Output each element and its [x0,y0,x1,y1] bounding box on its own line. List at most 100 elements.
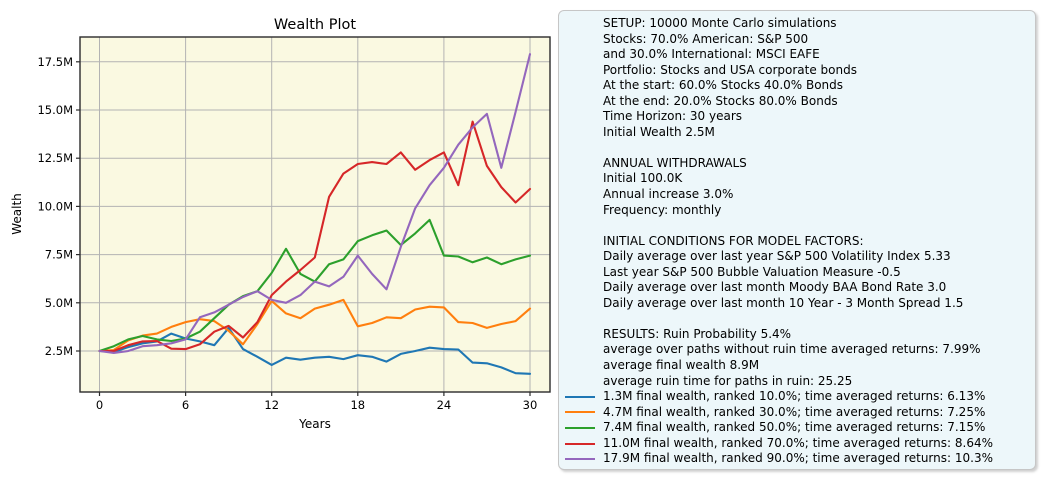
legend-handle-spacer [565,380,595,382]
legend-handle-spacer [565,365,595,367]
legend-handle-spacer [565,209,595,211]
info-line: average ruin time for paths in ruin: 25.… [559,374,1035,390]
info-line-text: average final wealth 8.9M [603,358,760,373]
legend-handle-spacer [565,318,595,320]
legend-item: 1.3M final wealth, ranked 10.0%; time av… [559,389,1035,405]
info-line: Initial Wealth 2.5M [559,125,1035,141]
y-tick-label: 10.0M [37,199,73,213]
info-line-text: At the end: 20.0% Stocks 80.0% Bonds [603,93,838,108]
info-line-text: Stocks: 70.0% American: S&P 500 [603,31,809,46]
info-line-text: Initial 100.0K [603,171,683,186]
info-line-text: SETUP: 10000 Monte Carlo simulations [603,16,837,30]
legend-line-swatch [565,426,595,429]
legend-handle-spacer [565,303,595,305]
legend-line-swatch [565,458,595,461]
legend-line-swatch [565,442,595,445]
info-line: At the start: 60.0% Stocks 40.0% Bonds [559,78,1035,94]
info-line: ANNUAL WITHDRAWALS [559,156,1035,172]
info-panel-rows: SETUP: 10000 Monte Carlo simulations Stoc… [559,16,1035,467]
legend-handle-spacer [565,272,595,274]
y-tick-label: 2.5M [45,344,73,358]
info-line-text: INITIAL CONDITIONS FOR MODEL FACTORS: [603,233,864,248]
info-line: average final wealth 8.9M [559,358,1035,374]
series-line [98,53,532,354]
info-line-text: and 30.0% International: MSCI EAFE [603,47,820,62]
y-tick-label: 7.5M [45,248,73,262]
legend-handle-spacer [565,334,595,336]
info-line-text: Last year S&P 500 Bubble Valuation Measu… [603,264,901,279]
wealth-plot-chart: 0 6 12 18 24 30 2.5M 5.0M 7.5M 10.0M 12.5M 15.0M 17.… [10,17,551,431]
legend-handle-spacer [565,23,595,25]
legend-line-swatch [565,395,595,398]
x-axis-label: Years [298,417,331,431]
legend-handle-spacer [565,147,595,149]
info-line-text: 4.7M final wealth, ranked 30.0%; time av… [603,404,986,419]
info-line-text: At the start: 60.0% Stocks 40.0% Bonds [603,78,844,93]
legend-handle-spacer [565,132,595,134]
info-line-text: 7.4M final wealth, ranked 50.0%; time av… [603,420,986,435]
info-line-text: Daily average over last year S&P 500 Vol… [603,249,951,264]
legend-handle-spacer [565,256,595,258]
info-line: Daily average over last month 10 Year - … [559,296,1035,312]
legend-handle-spacer [565,349,595,351]
legend-handle-spacer [565,85,595,87]
plot-frame [79,36,551,393]
info-line: At the end: 20.0% Stocks 80.0% Bonds [559,94,1035,110]
x-tick-label: 6 [182,398,189,412]
y-tick-label: 12.5M [37,151,73,165]
info-line-text: ANNUAL WITHDRAWALS [603,155,747,170]
legend-item: 11.0M final wealth, ranked 70.0%; time a… [559,436,1035,452]
legend-handle-spacer [565,38,595,40]
axis-tick-marks [76,61,531,396]
info-line [559,311,1035,327]
info-line: SETUP: 10000 Monte Carlo simulations [559,16,1035,32]
legend-handle-spacer [565,194,595,196]
info-line: Daily average over last year S&P 500 Vol… [559,249,1035,265]
series-line [98,326,532,375]
info-line-text: 11.0M final wealth, ranked 70.0%; time a… [603,435,993,450]
info-line-text: Annual increase 3.0% [603,187,734,202]
info-panel: SETUP: 10000 Monte Carlo simulations Stoc… [558,10,1036,470]
x-tick-label: 24 [437,398,452,412]
series-line [98,120,532,353]
legend-line-swatch [565,411,595,414]
x-tick-label: 0 [96,398,103,412]
legend-handle-spacer [565,287,595,289]
axis-tick-labels: 0 6 12 18 24 30 2.5M 5.0M 7.5M 10.0M 12.5M 15.0M 17.… [37,55,537,412]
info-line [559,140,1035,156]
legend-handle-spacer [565,69,595,71]
info-line [559,218,1035,234]
legend-handle-spacer [565,163,595,165]
info-line: INITIAL CONDITIONS FOR MODEL FACTORS: [559,234,1035,250]
y-tick-label: 5.0M [45,296,73,310]
legend-handle-spacer [565,54,595,56]
chart-title: Wealth Plot [274,17,356,33]
info-line-text: Daily average over last month Moody BAA … [603,280,947,295]
y-axis-label: Wealth [10,193,24,235]
legend-item: 17.9M final wealth, ranked 90.0%; time a… [559,451,1035,467]
info-line: Stocks: 70.0% American: S&P 500 [559,32,1035,48]
legend-handle-spacer [565,240,595,242]
info-line-text: Initial Wealth 2.5M [603,124,715,139]
info-line-text: 1.3M final wealth, ranked 10.0%; time av… [603,389,986,404]
info-line: RESULTS: Ruin Probability 5.4% [559,327,1035,343]
info-line: Portfolio: Stocks and USA corporate bond… [559,63,1035,79]
x-tick-label: 30 [523,398,538,412]
info-line: Daily average over last month Moody BAA … [559,280,1035,296]
info-line: Frequency: monthly [559,203,1035,219]
y-tick-label: 15.0M [37,103,73,117]
info-line-text: Frequency: monthly [603,202,722,217]
info-line: Annual increase 3.0% [559,187,1035,203]
legend-item: 7.4M final wealth, ranked 50.0%; time av… [559,420,1035,436]
series-line [98,298,532,353]
info-line: average over paths without ruin time ave… [559,342,1035,358]
info-line-text: average over paths without ruin time ave… [603,342,981,357]
info-line: and 30.0% International: MSCI EAFE [559,47,1035,63]
info-line-text: Daily average over last month 10 Year - … [603,295,964,310]
grid-lines [80,37,550,392]
info-line-text: RESULTS: Ruin Probability 5.4% [603,326,792,341]
legend-handle-spacer [565,116,595,118]
y-tick-label: 17.5M [37,55,73,69]
info-line-text: average ruin time for paths in ruin: 25.… [603,373,853,388]
info-line-text: 17.9M final wealth, ranked 90.0%; time a… [603,451,993,466]
